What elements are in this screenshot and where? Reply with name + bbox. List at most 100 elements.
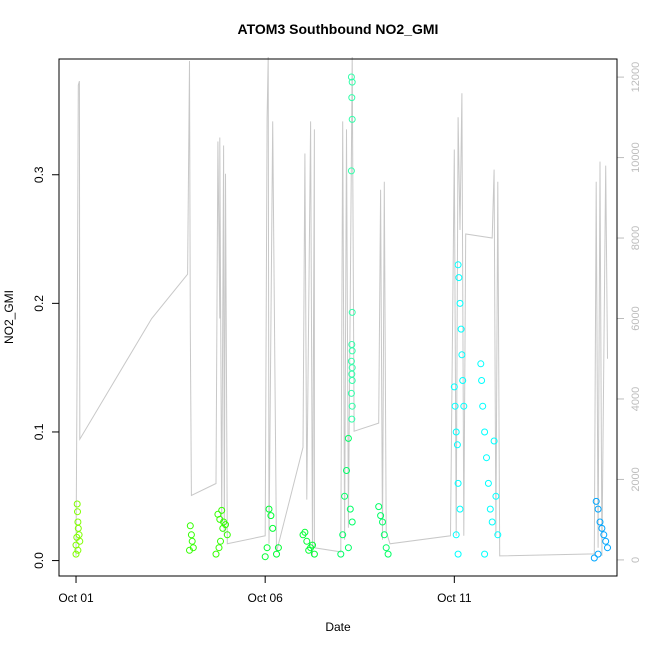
axes: Oct 01 Oct 06 Oct 11 0.0 0.1 0.2 0.3 0 2000 4000 6… (32, 62, 642, 605)
data-point-2-12 (309, 541, 316, 549)
data-point-5-8 (458, 351, 466, 359)
data-point-4-5 (348, 308, 356, 316)
data-point-5-1 (451, 402, 459, 410)
data-point-4-2 (348, 94, 356, 102)
data-point-2-2 (265, 505, 273, 513)
data-point-5-26 (481, 550, 489, 558)
altitude-trace-line (75, 56, 608, 557)
data-point-5-2 (452, 428, 460, 436)
data-point-3-12 (382, 544, 390, 552)
data-point-3-9 (377, 512, 385, 520)
data-point-2-11 (310, 550, 318, 558)
data-point-1-8 (218, 506, 226, 514)
plot-marks (72, 56, 611, 562)
data-point-1-2 (187, 531, 195, 539)
y-tick-label-2: 0.2 (32, 295, 46, 312)
data-point-5-12 (456, 505, 464, 513)
data-point-6-5 (600, 531, 608, 539)
data-point-6-4 (598, 524, 606, 532)
data-point-6-2 (594, 505, 602, 513)
y-tick-label-1: 0.1 (32, 423, 46, 440)
data-point-6-3 (596, 518, 604, 526)
data-point-5-25 (494, 531, 502, 539)
data-point-2-4 (269, 524, 277, 532)
y-axis-label: NO2_GMI (2, 290, 16, 344)
data-point-4-0 (347, 73, 355, 81)
data-point-3-5 (346, 505, 354, 513)
data-point-5-11 (454, 479, 462, 487)
data-point-1-11 (223, 531, 231, 539)
data-point-3-10 (379, 518, 386, 526)
x-tick-label-1: Oct 06 (247, 591, 283, 605)
data-point-5-6 (456, 299, 464, 307)
data-point-3-1 (339, 531, 347, 539)
y2-tick-label-2: 4000 (630, 387, 642, 411)
data-point-1-3 (188, 537, 196, 545)
data-point-0-0 (72, 550, 80, 558)
data-point-6-0 (590, 554, 598, 562)
data-point-0-8 (76, 537, 84, 545)
data-point-0-7 (75, 531, 83, 539)
x-axis-label: Date (325, 620, 351, 634)
data-point-0-3 (73, 500, 81, 508)
data-point-5-3 (453, 441, 461, 449)
data-point-3-6 (348, 518, 356, 526)
data-point-1-5 (212, 550, 220, 558)
data-point-5-4 (454, 261, 462, 269)
data-point-5-14 (454, 550, 462, 558)
data-point-5-5 (455, 274, 463, 282)
data-point-5-20 (484, 479, 492, 487)
data-point-2-0 (261, 553, 269, 561)
data-point-4-3 (348, 115, 356, 123)
y2-tick-label-0: 0 (630, 557, 642, 563)
data-point-4-4 (347, 167, 355, 175)
data-point-0-9 (74, 546, 82, 554)
data-point-3-0 (337, 550, 345, 558)
data-point-3-3 (343, 467, 350, 474)
data-point-1-14 (215, 544, 223, 552)
data-point-5-16 (478, 377, 486, 384)
data-point-4-11 (348, 377, 356, 384)
data-point-5-19 (483, 454, 490, 462)
data-point-3-8 (375, 503, 383, 511)
data-point-5-7 (457, 325, 465, 333)
data-point-5-18 (481, 428, 489, 436)
x-tick-label-0: Oct 01 (58, 591, 94, 605)
y-tick-label-0: 0.0 (32, 552, 46, 569)
data-point-4-12 (347, 389, 355, 397)
data-point-3-7 (344, 544, 352, 552)
data-point-4-14 (348, 415, 356, 423)
data-point-5-10 (460, 402, 468, 410)
data-point-2-8 (301, 528, 309, 536)
data-point-2-13 (305, 546, 313, 554)
data-point-6-8 (594, 550, 602, 558)
data-point-0-4 (74, 508, 81, 516)
data-point-5-0 (450, 383, 458, 391)
data-point-4-1 (348, 78, 356, 86)
data-point-6-6 (602, 537, 610, 545)
data-point-6-1 (592, 497, 600, 505)
data-point-2-6 (274, 544, 282, 552)
data-point-1-4 (189, 544, 197, 552)
data-point-3-13 (384, 550, 392, 558)
data-point-3-4 (344, 434, 352, 442)
data-point-5-21 (486, 505, 494, 513)
data-point-4-8 (347, 357, 355, 365)
data-point-5-9 (459, 377, 467, 384)
data-point-5-13 (452, 531, 460, 539)
plot-frame (58, 58, 618, 577)
data-point-5-15 (477, 360, 485, 368)
y2-tick-label-3: 6000 (630, 306, 642, 330)
data-point-4-13 (348, 402, 356, 410)
data-point-1-13 (219, 524, 227, 532)
y2-tick-label-6: 12000 (630, 62, 642, 93)
data-point-6-7 (604, 544, 611, 552)
data-point-1-1 (186, 522, 194, 530)
data-point-1-12 (217, 537, 224, 545)
y2-tick-label-4: 8000 (630, 226, 642, 250)
data-point-2-1 (263, 544, 271, 552)
data-point-4-7 (348, 347, 356, 355)
data-point-3-2 (341, 492, 349, 500)
data-point-2-5 (273, 550, 280, 558)
